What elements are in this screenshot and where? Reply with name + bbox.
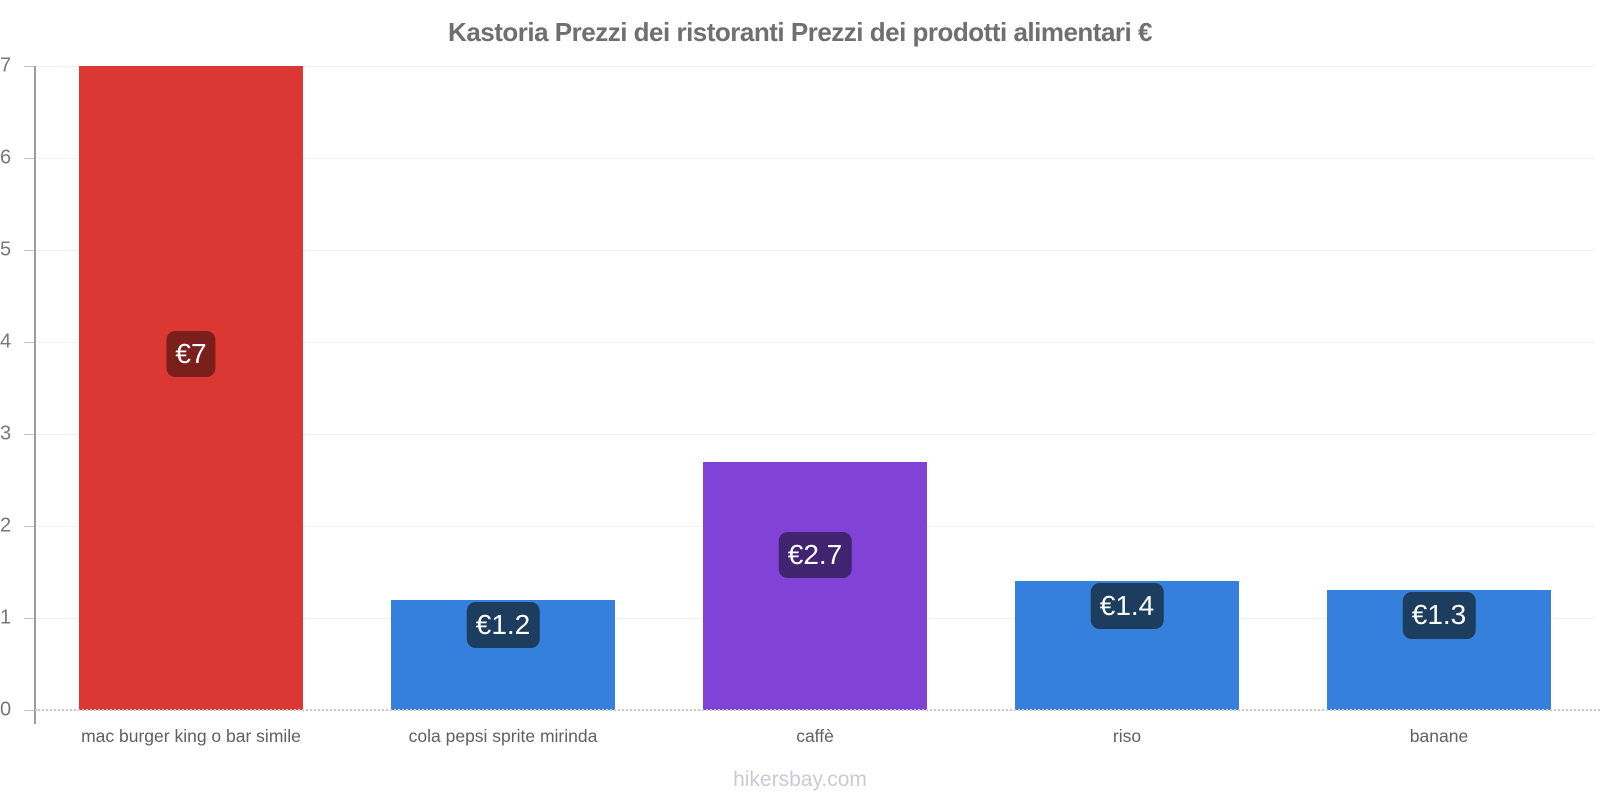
chart-title: Kastoria Prezzi dei ristoranti Prezzi de…: [448, 17, 1152, 47]
category-label-3: caffè: [796, 726, 834, 746]
y-tick-label: 4: [0, 330, 12, 353]
gridline: [24, 250, 1595, 251]
bar-value-badge: €1.4: [1090, 583, 1164, 630]
x-axis-baseline: [35, 709, 1600, 711]
y-tick-mark: [24, 158, 36, 159]
bar-3[interactable]: [703, 461, 927, 710]
y-tick-mark: [24, 250, 36, 251]
y-tick-label: 0: [0, 698, 12, 721]
y-tick-label: 5: [0, 238, 12, 261]
y-tick-mark: [24, 434, 36, 435]
y-tick-mark: [24, 342, 36, 343]
y-tick-mark: [24, 66, 36, 67]
category-label-2: cola pepsi sprite mirinda: [408, 726, 598, 746]
category-label-5: banane: [1409, 726, 1469, 746]
category-label-4: riso: [1112, 726, 1142, 746]
bar-value-badge: €1.3: [1402, 592, 1476, 639]
y-tick-mark: [24, 710, 36, 711]
category-label-1: mac burger king o bar simile: [81, 726, 301, 746]
gridline: [24, 66, 1595, 67]
y-tick-label: 2: [0, 514, 12, 537]
y-tick-mark: [24, 526, 36, 527]
bar-1[interactable]: [79, 66, 303, 710]
y-tick-label: 6: [0, 146, 12, 169]
y-tick-label: 1: [0, 606, 12, 629]
y-axis-line: [34, 66, 36, 724]
bar-value-badge: €7: [166, 330, 216, 378]
gridline: [24, 342, 1595, 343]
y-tick-label: 3: [0, 422, 12, 445]
gridline: [24, 434, 1595, 435]
bar-value-badge: €1.2: [466, 601, 540, 648]
y-tick-label: 7: [0, 54, 12, 77]
bar-value-badge: €2.7: [778, 531, 852, 578]
y-tick-mark: [24, 618, 36, 619]
gridline: [24, 158, 1595, 159]
watermark-link[interactable]: hikersbay.com: [733, 768, 867, 791]
